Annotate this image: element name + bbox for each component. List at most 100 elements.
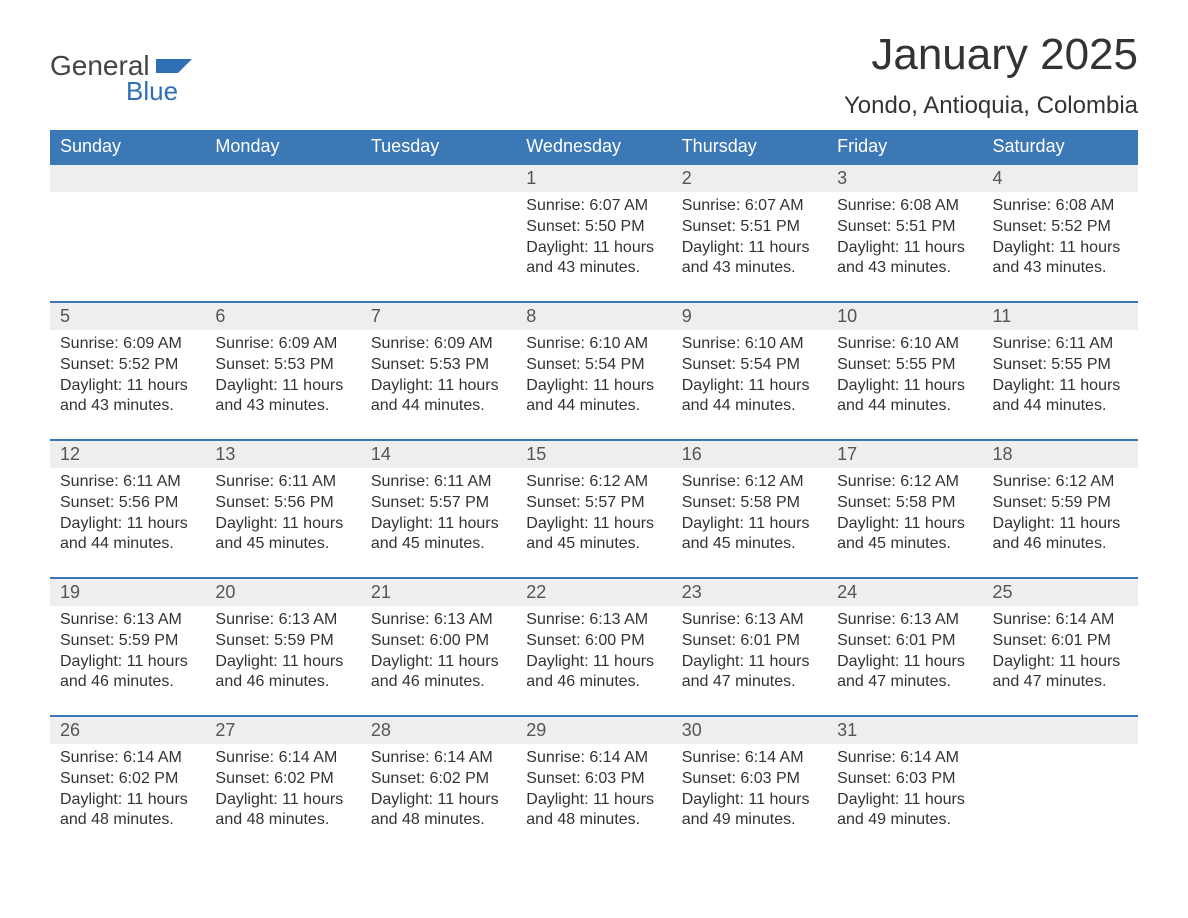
daylight-text: Daylight: 11 hours and 46 minutes. xyxy=(60,652,195,694)
day-body-row: Sunrise: 6:13 AMSunset: 5:59 PMDaylight:… xyxy=(50,606,1138,716)
daylight-text: Daylight: 11 hours and 43 minutes. xyxy=(215,376,350,418)
sunrise-text: Sunrise: 6:14 AM xyxy=(837,748,972,769)
day-number-row: 1 2 34 xyxy=(50,164,1138,192)
sunset-text: Sunset: 5:55 PM xyxy=(837,355,972,376)
sunset-text: Sunset: 5:57 PM xyxy=(371,493,506,514)
sunrise-text: Sunrise: 6:13 AM xyxy=(215,610,350,631)
day-number: 6 xyxy=(215,306,225,326)
weekday-header: Tuesday xyxy=(361,130,516,164)
sunrise-text: Sunrise: 6:14 AM xyxy=(371,748,506,769)
sunrise-text: Sunrise: 6:08 AM xyxy=(993,196,1128,217)
day-body-row: Sunrise: 6:11 AMSunset: 5:56 PMDaylight:… xyxy=(50,468,1138,578)
sunrise-text: Sunrise: 6:12 AM xyxy=(837,472,972,493)
daylight-text: Daylight: 11 hours and 45 minutes. xyxy=(526,514,661,556)
sunrise-text: Sunrise: 6:09 AM xyxy=(215,334,350,355)
day-number-cell: 18 xyxy=(983,440,1138,468)
sunset-text: Sunset: 6:00 PM xyxy=(371,631,506,652)
sunrise-text: Sunrise: 6:10 AM xyxy=(526,334,661,355)
sunset-text: Sunset: 5:56 PM xyxy=(215,493,350,514)
sunrise-text: Sunrise: 6:10 AM xyxy=(682,334,817,355)
weekday-header: Monday xyxy=(205,130,360,164)
day-number-cell: 10 xyxy=(827,302,982,330)
day-body-cell: Sunrise: 6:07 AMSunset: 5:51 PMDaylight:… xyxy=(672,192,827,302)
day-number-cell: 16 xyxy=(672,440,827,468)
sunset-text: Sunset: 6:02 PM xyxy=(215,769,350,790)
day-body-cell: Sunrise: 6:14 AMSunset: 6:03 PMDaylight:… xyxy=(672,744,827,854)
sunset-text: Sunset: 5:52 PM xyxy=(60,355,195,376)
day-number-row: 12131415161718 xyxy=(50,440,1138,468)
day-number-cell xyxy=(205,164,360,192)
daylight-text: Daylight: 11 hours and 45 minutes. xyxy=(215,514,350,556)
day-body-cell xyxy=(361,192,516,302)
day-number-cell: 1 xyxy=(516,164,671,192)
day-number: 21 xyxy=(371,582,391,602)
sunrise-text: Sunrise: 6:13 AM xyxy=(60,610,195,631)
day-number-cell: 3 xyxy=(827,164,982,192)
day-body-cell: Sunrise: 6:12 AMSunset: 5:57 PMDaylight:… xyxy=(516,468,671,578)
sunset-text: Sunset: 5:59 PM xyxy=(993,493,1128,514)
daylight-text: Daylight: 11 hours and 48 minutes. xyxy=(215,790,350,832)
sunset-text: Sunset: 6:01 PM xyxy=(993,631,1128,652)
sunset-text: Sunset: 6:01 PM xyxy=(682,631,817,652)
day-body-cell: Sunrise: 6:09 AMSunset: 5:53 PMDaylight:… xyxy=(361,330,516,440)
day-body-cell: Sunrise: 6:14 AMSunset: 6:02 PMDaylight:… xyxy=(50,744,205,854)
daylight-text: Daylight: 11 hours and 43 minutes. xyxy=(60,376,195,418)
calendar: Sunday Monday Tuesday Wednesday Thursday… xyxy=(50,130,1138,854)
sunset-text: Sunset: 5:59 PM xyxy=(215,631,350,652)
sunset-text: Sunset: 5:50 PM xyxy=(526,217,661,238)
day-number-cell: 4 xyxy=(983,164,1138,192)
day-number-cell: 26 xyxy=(50,716,205,744)
sunset-text: Sunset: 6:00 PM xyxy=(526,631,661,652)
day-body-row: Sunrise: 6:14 AMSunset: 6:02 PMDaylight:… xyxy=(50,744,1138,854)
day-number-cell: 9 xyxy=(672,302,827,330)
weekday-header-row: Sunday Monday Tuesday Wednesday Thursday… xyxy=(50,130,1138,164)
daylight-text: Daylight: 11 hours and 45 minutes. xyxy=(682,514,817,556)
sunrise-text: Sunrise: 6:12 AM xyxy=(993,472,1128,493)
daylight-text: Daylight: 11 hours and 44 minutes. xyxy=(837,376,972,418)
sunset-text: Sunset: 5:51 PM xyxy=(682,217,817,238)
daylight-text: Daylight: 11 hours and 44 minutes. xyxy=(526,376,661,418)
day-number: 10 xyxy=(837,306,857,326)
sunset-text: Sunset: 6:02 PM xyxy=(371,769,506,790)
weekday-header: Friday xyxy=(827,130,982,164)
day-body-cell: Sunrise: 6:08 AMSunset: 5:51 PMDaylight:… xyxy=(827,192,982,302)
day-number: 2 xyxy=(682,168,692,188)
sunrise-text: Sunrise: 6:13 AM xyxy=(526,610,661,631)
daylight-text: Daylight: 11 hours and 44 minutes. xyxy=(371,376,506,418)
sunrise-text: Sunrise: 6:09 AM xyxy=(371,334,506,355)
day-number-cell: 5 xyxy=(50,302,205,330)
daylight-text: Daylight: 11 hours and 44 minutes. xyxy=(682,376,817,418)
day-body-cell: Sunrise: 6:14 AMSunset: 6:02 PMDaylight:… xyxy=(205,744,360,854)
daylight-text: Daylight: 11 hours and 48 minutes. xyxy=(60,790,195,832)
day-number: 24 xyxy=(837,582,857,602)
day-number-row: 19202122232425 xyxy=(50,578,1138,606)
daylight-text: Daylight: 11 hours and 45 minutes. xyxy=(837,514,972,556)
sunset-text: Sunset: 5:58 PM xyxy=(837,493,972,514)
day-number: 12 xyxy=(60,444,80,464)
day-number: 19 xyxy=(60,582,80,602)
daylight-text: Daylight: 11 hours and 44 minutes. xyxy=(993,376,1128,418)
sunset-text: Sunset: 5:59 PM xyxy=(60,631,195,652)
sunset-text: Sunset: 5:55 PM xyxy=(993,355,1128,376)
sunrise-text: Sunrise: 6:12 AM xyxy=(682,472,817,493)
daylight-text: Daylight: 11 hours and 47 minutes. xyxy=(682,652,817,694)
day-body-cell: Sunrise: 6:13 AMSunset: 6:01 PMDaylight:… xyxy=(672,606,827,716)
day-number-cell: 25 xyxy=(983,578,1138,606)
day-number: 1 xyxy=(526,168,536,188)
day-number: 11 xyxy=(993,306,1012,326)
weekday-header: Saturday xyxy=(983,130,1138,164)
day-number: 27 xyxy=(215,720,235,740)
day-number: 31 xyxy=(837,720,857,740)
day-number-cell: 27 xyxy=(205,716,360,744)
day-number-cell: 24 xyxy=(827,578,982,606)
day-number: 8 xyxy=(526,306,536,326)
day-body-cell: Sunrise: 6:10 AMSunset: 5:54 PMDaylight:… xyxy=(672,330,827,440)
day-body-cell xyxy=(50,192,205,302)
daylight-text: Daylight: 11 hours and 44 minutes. xyxy=(60,514,195,556)
day-number: 18 xyxy=(993,444,1013,464)
sunset-text: Sunset: 5:56 PM xyxy=(60,493,195,514)
daylight-text: Daylight: 11 hours and 46 minutes. xyxy=(526,652,661,694)
daylight-text: Daylight: 11 hours and 43 minutes. xyxy=(993,238,1128,280)
daylight-text: Daylight: 11 hours and 47 minutes. xyxy=(837,652,972,694)
day-body-cell: Sunrise: 6:14 AMSunset: 6:03 PMDaylight:… xyxy=(827,744,982,854)
